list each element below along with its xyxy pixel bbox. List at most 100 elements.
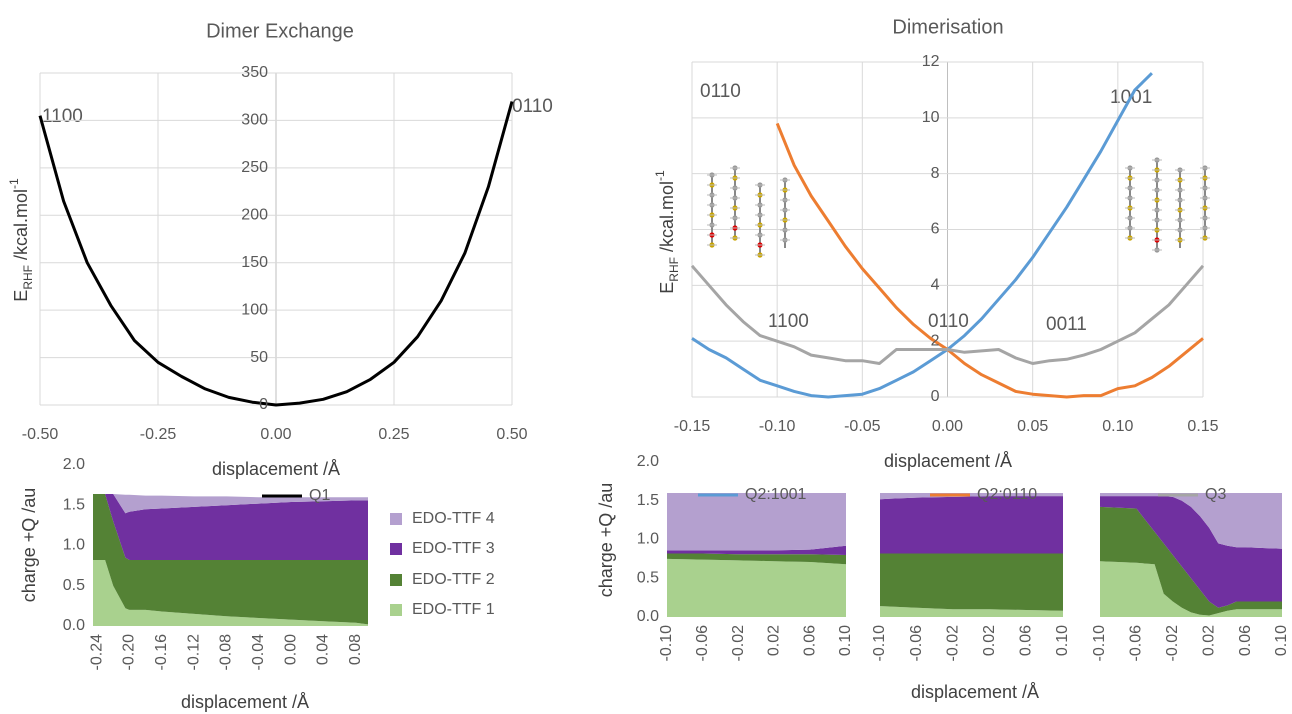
y-tick-label: 0.0 <box>63 617 85 634</box>
legend-swatch <box>390 543 402 555</box>
x-tick-label: 0.00 <box>260 426 291 443</box>
y-tick-label: 10 <box>922 109 940 126</box>
y-tick-label: 2 <box>931 332 940 349</box>
legend-label: Q2:0110 <box>977 486 1037 503</box>
x-tick-label: -0.06 <box>694 625 711 662</box>
annotation: 0110 <box>928 311 969 332</box>
y-label-sub: RHF <box>21 265 35 290</box>
x-tick-label: -0.05 <box>844 418 881 435</box>
y-label-sup: -1 <box>7 178 21 189</box>
annotation: 0110 <box>700 81 741 102</box>
x-tick-label: -0.15 <box>674 418 711 435</box>
x-tick-label: -0.08 <box>218 634 235 671</box>
y-tick-label: 2.0 <box>637 453 659 470</box>
x-tick-label: 0.00 <box>282 634 299 665</box>
y-tick-label: 6 <box>931 221 940 238</box>
area-series <box>880 554 1063 611</box>
annotation: 1100 <box>42 106 83 127</box>
y-tick-label: 12 <box>922 53 940 70</box>
chart-title: Dimer Exchange <box>206 20 354 42</box>
x-tick-label: -0.25 <box>140 426 177 443</box>
y-tick-label: 350 <box>241 64 268 81</box>
x-tick-label: 0.08 <box>347 634 364 665</box>
legend-swatch <box>390 513 402 525</box>
y-tick-label: 0.5 <box>63 577 85 594</box>
y-label-unit: /kcal.mol <box>657 181 677 257</box>
x-tick-label: 0.02 <box>981 625 998 656</box>
legend-label: EDO-TTF 2 <box>412 571 495 588</box>
y-tick-label: 200 <box>241 207 268 224</box>
x-tick-label: -0.50 <box>22 426 59 443</box>
x-tick-label: 0.02 <box>1200 625 1217 656</box>
x-tick-label: -0.16 <box>153 634 170 671</box>
legend-label: EDO-TTF 4 <box>412 510 495 527</box>
x-axis-label: displacement /Å <box>884 451 1012 471</box>
legend-swatch <box>390 574 402 586</box>
y-tick-label: 4 <box>931 277 940 294</box>
y-label-sub: RHF <box>667 257 681 282</box>
page: Dimer Exchange Dimerisation displacement… <box>0 0 1292 714</box>
marks <box>40 73 1282 626</box>
x-tick-label: 0.50 <box>496 426 527 443</box>
y-tick-label: 1.0 <box>637 531 659 548</box>
x-tick-label: -0.10 <box>871 625 888 662</box>
legend-label: EDO-TTF 3 <box>412 540 495 557</box>
x-tick-label: -0.10 <box>759 418 796 435</box>
y-tick-label: 2.0 <box>63 456 85 473</box>
x-tick-label: 0.06 <box>1018 625 1035 656</box>
y-label-main: E <box>11 290 31 302</box>
y-tick-label: 1.0 <box>63 537 85 554</box>
grid <box>40 62 1203 405</box>
annotation: 0110 <box>512 96 553 117</box>
x-axis-label: displacement /Å <box>911 682 1039 702</box>
x-tick-label: 0.10 <box>1273 625 1290 656</box>
x-tick-label: 0.15 <box>1187 418 1218 435</box>
y-axis-label: ERHF /kcal.mol-1 <box>7 178 35 302</box>
legend-label: Q1 <box>309 487 330 504</box>
x-axis-label: displacement /Å <box>212 459 340 479</box>
x-tick-label: -0.02 <box>944 625 961 662</box>
x-tick-label: -0.20 <box>121 634 138 671</box>
y-tick-label: 0.5 <box>637 569 659 586</box>
x-tick-label: 0.10 <box>837 625 854 656</box>
y-tick-label: 8 <box>931 165 940 182</box>
x-tick-label: -0.06 <box>908 625 925 662</box>
x-tick-label: -0.12 <box>185 634 202 671</box>
x-axis-label: displacement /Å <box>181 692 309 712</box>
y-tick-label: 1.5 <box>637 492 659 509</box>
legend-label: Q2:1001 <box>745 486 806 503</box>
figure: Dimer Exchange Dimerisation displacement… <box>0 0 1292 714</box>
line-series <box>777 123 1203 397</box>
chart-title: Dimerisation <box>892 16 1003 38</box>
y-axis-label: ERHF /kcal.mol-1 <box>653 170 681 294</box>
legend-label: Q3 <box>1205 486 1226 503</box>
x-tick-label: -0.10 <box>658 625 675 662</box>
x-tick-label: -0.24 <box>88 634 105 671</box>
x-tick-label: 0.10 <box>1102 418 1133 435</box>
icons <box>707 157 1210 257</box>
y-tick-label: 300 <box>241 112 268 129</box>
y-tick-label: 250 <box>241 159 268 176</box>
annotation: 0011 <box>1046 314 1087 335</box>
y-tick-label: 0 <box>259 396 268 413</box>
y-label-main: E <box>657 282 677 294</box>
x-tick-label: 0.00 <box>932 418 963 435</box>
x-tick-label: 0.06 <box>801 625 818 656</box>
y-tick-label: 50 <box>250 349 268 366</box>
x-tick-label: 0.25 <box>378 426 409 443</box>
legend-swatch <box>390 604 402 616</box>
x-tick-label: -0.04 <box>250 634 267 671</box>
x-tick-label: 0.02 <box>766 625 783 656</box>
x-tick-label: -0.02 <box>730 625 747 662</box>
y-axis-label: charge +Q /au <box>19 488 39 603</box>
x-tick-label: -0.06 <box>1128 625 1145 662</box>
y-tick-label: 0 <box>931 388 940 405</box>
y-tick-label: 150 <box>241 254 268 271</box>
x-tick-label: 0.06 <box>1237 625 1254 656</box>
area-series <box>880 496 1063 553</box>
area-series <box>667 559 846 617</box>
x-tick-label: 0.10 <box>1054 625 1071 656</box>
x-tick-label: -0.02 <box>1164 625 1181 662</box>
y-label-unit: /kcal.mol <box>11 189 31 265</box>
y-tick-label: 0.0 <box>637 608 659 625</box>
